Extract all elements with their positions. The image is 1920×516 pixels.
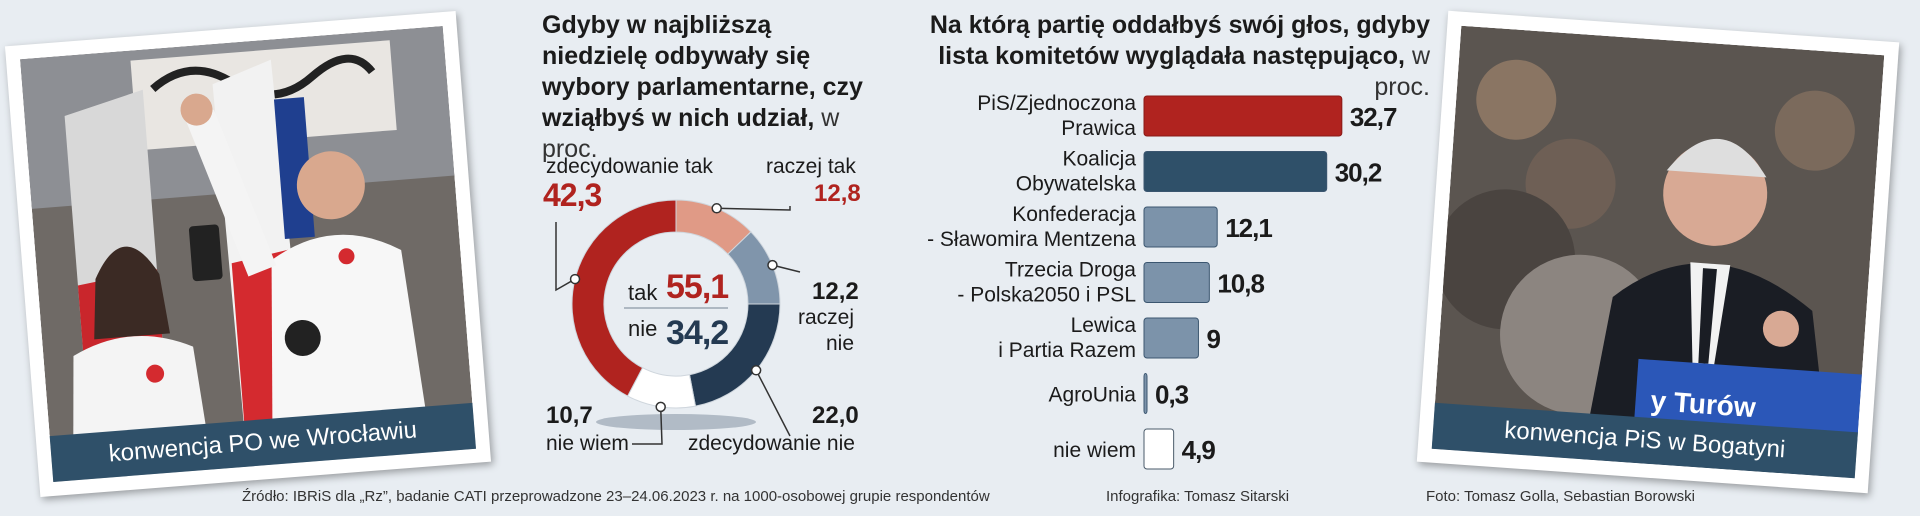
bar xyxy=(1143,428,1175,470)
label-def-no: zdecydowanie nie xyxy=(688,432,855,455)
donut-title: Gdyby w najbliższą niedzielę odbywały si… xyxy=(542,10,872,165)
bar-category-label: AgroUnia xyxy=(1048,384,1136,407)
bar-title-unit: w proc. xyxy=(1374,42,1430,101)
dont-know-dot xyxy=(655,401,666,413)
bar-category-label: nie wiem xyxy=(1053,439,1136,462)
footer-photo-credit: Foto: Tomasz Golla, Sebastian Borowski xyxy=(1426,488,1696,505)
bar-category-label: i Partia Razem xyxy=(998,339,1136,362)
rather-yes-leader xyxy=(716,206,791,211)
footer-source: Źródło: IBRiS dla „Rz”, badanie CATI prz… xyxy=(242,488,990,505)
value-def-no: 22,0 xyxy=(812,402,859,429)
dont-know-leader xyxy=(632,406,663,445)
bar-value-label: 32,7 xyxy=(1350,102,1397,132)
bar-category-label: Konfederacja xyxy=(1012,203,1136,226)
slice-def-yes xyxy=(571,199,677,397)
label-rather-yes: raczej tak xyxy=(766,155,856,178)
bar-category-label: - Sławomira Mentzena xyxy=(927,228,1136,251)
rally-photo-illustration: y Turów xyxy=(1431,25,1885,479)
bar-title-text: Na którą partię oddałbyś swój głos, gdyb… xyxy=(929,11,1430,70)
bar-row: 12,1 Konfederacja- Sławomira Mentzena xyxy=(927,203,1273,251)
footer-infographic: Infografika: Tomasz Sitarski xyxy=(1106,488,1290,505)
photo-left: konwencja PO we Wrocławiu xyxy=(4,10,492,498)
bar-value-label: 4,9 xyxy=(1182,435,1216,465)
bar-category-label: Lewica xyxy=(1071,314,1137,337)
photo-right-image: y Turów xyxy=(1431,25,1885,479)
bar-value-label: 9 xyxy=(1206,324,1220,354)
donut-shadow xyxy=(596,414,756,430)
bar-category-label: PiS/Zjednoczona xyxy=(977,92,1136,115)
bar-category-label: Trzecia Droga xyxy=(1005,259,1136,282)
bar-value-label: 30,2 xyxy=(1335,158,1382,188)
bar xyxy=(1143,95,1343,137)
label-def-yes: zdecydowanie tak xyxy=(546,155,713,178)
center-no-label: nie xyxy=(628,316,658,341)
donut-title-unit: w proc. xyxy=(542,104,840,163)
bar-value-label: 0,3 xyxy=(1155,380,1189,410)
bar-row: 0,3 AgroUnia xyxy=(1048,373,1190,414)
def-no-leader xyxy=(755,369,791,437)
def-yes-leader xyxy=(555,222,576,292)
def-no-dot xyxy=(750,365,762,376)
bar-row: 10,8 Trzecia Droga- Polska2050 i PSL xyxy=(957,259,1265,307)
bar xyxy=(1143,262,1210,303)
value-def-yes: 42,3 xyxy=(543,177,602,213)
center-no-value: 34,2 xyxy=(666,314,729,352)
bar-category-label: Obywatelska xyxy=(1016,173,1137,196)
donut-title-text: Gdyby w najbliższą niedzielę odbywały si… xyxy=(542,11,863,132)
rather-yes-dot xyxy=(711,203,722,214)
bar-row: 4,9 nie wiem xyxy=(1053,428,1216,470)
bar xyxy=(1143,151,1328,192)
bar xyxy=(1143,206,1218,248)
bar-value-label: 12,1 xyxy=(1225,213,1272,243)
sign-text: y Turów xyxy=(1650,385,1757,423)
photo-right: y Turów konwencja PiS w Bogatyni xyxy=(1416,10,1900,494)
bar-category-label: - Polska2050 i PSL xyxy=(957,284,1136,307)
value-rather-yes: 12,8 xyxy=(814,180,861,207)
bar xyxy=(1143,373,1148,414)
value-dont-know: 10,7 xyxy=(546,402,593,429)
rather-no-dot xyxy=(767,259,778,271)
label-dont-know: nie wiem xyxy=(546,432,629,455)
bar-category-label: Koalicja xyxy=(1062,148,1136,171)
label-rather-no-2: nie xyxy=(826,332,855,355)
center-yes-value: 55,1 xyxy=(666,268,729,306)
label-rather-no-1: raczej xyxy=(798,306,855,329)
center-yes-label: tak xyxy=(628,280,658,305)
value-rather-no: 12,2 xyxy=(812,278,859,305)
bar-value-label: 10,8 xyxy=(1217,269,1264,299)
bar-category-label: Prawica xyxy=(1061,117,1136,140)
bar-title: Na którą partię oddałbyś swój głos, gdyb… xyxy=(922,10,1430,103)
def-yes-dot xyxy=(569,273,581,285)
bar xyxy=(1143,317,1199,359)
